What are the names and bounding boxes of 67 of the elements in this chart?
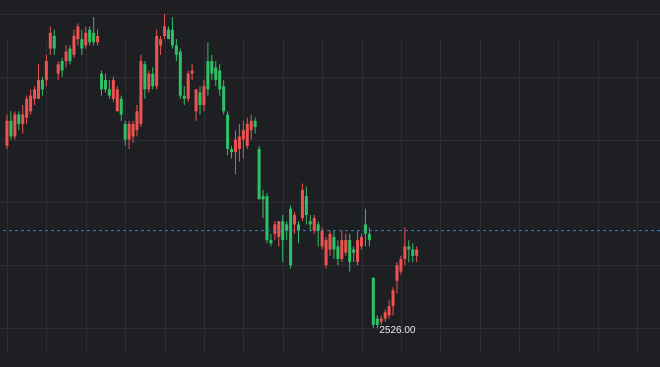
candlestick: [40, 76, 44, 96]
candlestick: [293, 211, 296, 234]
candlestick: [332, 230, 336, 260]
candlestick: [198, 86, 202, 115]
candlestick: [392, 286, 395, 316]
candlestick: [336, 240, 340, 266]
candlestick: [277, 220, 280, 247]
annotation: 2526.00: [379, 325, 416, 336]
candlestick: [364, 208, 367, 247]
candlestick: [384, 308, 387, 322]
candlestick: [80, 29, 84, 56]
candlestick: [29, 88, 32, 115]
candlestick: [52, 29, 56, 56]
candlestick: [88, 26, 92, 46]
candlestick: [17, 110, 20, 131]
candlestick: [246, 117, 249, 150]
candlestick: [316, 220, 320, 247]
candlestick: [68, 44, 72, 65]
candlestick: [304, 186, 308, 225]
candlestick: [13, 110, 16, 140]
candlestick: [163, 14, 166, 40]
candlestick: [388, 299, 391, 320]
candlestick: [104, 73, 107, 93]
candlestick: [308, 214, 312, 232]
candlestick: [56, 60, 60, 80]
candlestick: [108, 79, 111, 100]
candlestick: [395, 262, 398, 294]
candlestick: [92, 16, 96, 46]
candlestick: [100, 70, 104, 96]
candlestick: [340, 230, 344, 263]
candlestick: [124, 120, 127, 146]
candlestick: [151, 66, 154, 90]
candlestick: [273, 220, 276, 241]
candlestick: [403, 227, 406, 266]
candlestick: [96, 29, 100, 46]
candlestick: [312, 214, 316, 234]
candlestick: [344, 233, 348, 256]
candlestick: [411, 242, 414, 263]
candlestick: [238, 123, 241, 162]
candlestick: [170, 16, 174, 50]
candlestick: [72, 29, 76, 58]
candlestick: [190, 64, 194, 80]
candlestick: [64, 44, 68, 68]
candlestick: [128, 120, 131, 150]
candlestick: [9, 110, 12, 140]
candlestick: [380, 314, 383, 326]
candlestick: [25, 95, 28, 124]
candlestick: [202, 79, 206, 112]
candlestick: [348, 233, 352, 272]
candlestick: [84, 26, 88, 50]
candlestick: [36, 64, 40, 100]
candlestick: [281, 214, 284, 263]
candlestick: [147, 70, 150, 93]
candlestick: [48, 26, 52, 56]
candlestick: [242, 120, 245, 159]
candlestick: [44, 54, 48, 87]
candlestick: [407, 240, 410, 263]
candlestick: [194, 88, 198, 122]
candlestick: [60, 57, 64, 78]
candlestick: [269, 233, 272, 247]
candlestick: [368, 227, 371, 247]
candlestick: [230, 145, 234, 159]
candlestick: [254, 117, 257, 134]
candlestick: [234, 130, 237, 175]
candlestick: [120, 95, 123, 122]
candlestick: [415, 246, 418, 263]
candlestick: [356, 230, 360, 266]
